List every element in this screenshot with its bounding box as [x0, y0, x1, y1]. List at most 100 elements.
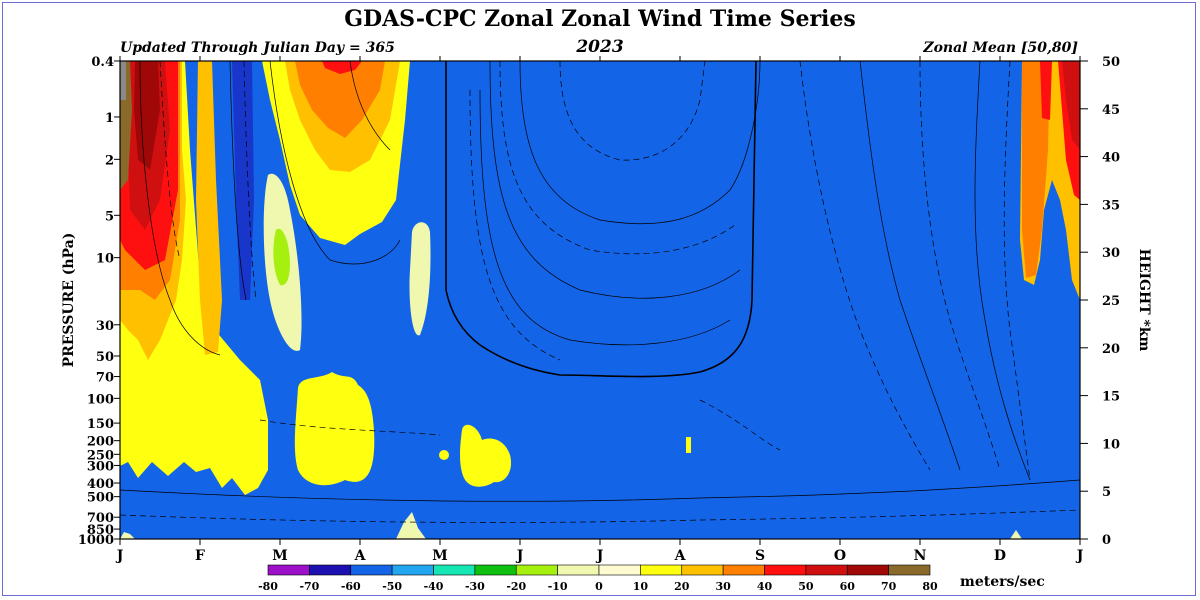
updated-label: Updated Through Julian Day = 365: [120, 40, 395, 56]
field-green-mar: [273, 228, 290, 286]
colorbar-swatch: [350, 564, 393, 576]
colorbar-label: 0: [595, 580, 603, 593]
pressure-tick-label: 150: [87, 417, 114, 432]
colorbar-swatch: [681, 564, 724, 576]
height-tick-label: 45: [1102, 103, 1120, 118]
pressure-tick-label: 300: [87, 459, 114, 474]
field-red-mar: [322, 61, 362, 74]
pressure-tick-label: 0.4: [91, 55, 114, 70]
colorbar: -80 -70 -60 -50 -40 -30 -20 -10 0 10 20 30 40 50 60 70 8…: [258, 564, 938, 593]
field-deeporange-mar: [295, 61, 385, 138]
pressure-tick-label: 30: [96, 319, 114, 334]
field-pale-surface-3: [1010, 530, 1022, 539]
field-red-dec-3: [1062, 61, 1080, 150]
pressure-tick-label: 1: [105, 111, 114, 126]
x-tick-label: S: [755, 548, 765, 564]
field-pale-surface-1: [396, 512, 426, 539]
height-tick-label: 15: [1102, 390, 1120, 405]
x-tick-label: J: [595, 548, 604, 564]
field-pale-surface-2: [120, 532, 135, 539]
colorbar-label: -60: [341, 580, 361, 593]
colorbar-swatch: [474, 564, 517, 576]
colorbar-label: 70: [881, 580, 897, 593]
colorbar-label: 30: [715, 580, 731, 593]
colorbar-label: 60: [840, 580, 856, 593]
height-tick-label: 40: [1102, 151, 1120, 166]
chart-title: GDAS-CPC Zonal Zonal Wind Time Series: [344, 6, 856, 32]
colorbar-label: -80: [258, 580, 278, 593]
pressure-tick-label: 70: [96, 371, 114, 386]
height-tick-label: 5: [1102, 485, 1111, 500]
height-tick-label: 25: [1102, 294, 1120, 309]
colorbar-swatch: [764, 564, 807, 576]
year-label: 2023: [576, 37, 624, 57]
x-tick-label: M: [432, 548, 448, 564]
x-tick-label: F: [195, 548, 205, 564]
height-tick-label: 50: [1102, 55, 1120, 70]
colorbar-unit: meters/sec: [960, 574, 1045, 590]
colorbar-label: 20: [674, 580, 690, 593]
colorbar-swatch: [433, 564, 476, 576]
colorbar-swatch: [640, 564, 683, 576]
colorbar-label: -70: [299, 580, 319, 593]
colorbar-label: 40: [757, 580, 773, 593]
colorbar-swatch: [805, 564, 848, 576]
colorbar-swatch: [888, 564, 931, 576]
height-tick-label: 30: [1102, 246, 1120, 261]
pressure-tick-label: 250: [87, 448, 114, 463]
x-tick-label: A: [354, 548, 367, 564]
field-yellow-jun: [460, 424, 512, 487]
colorbar-swatch: [557, 564, 600, 576]
x-tick-label: N: [914, 548, 927, 564]
pressure-tick-label: 850: [87, 523, 114, 538]
colorbar-label: -50: [382, 580, 402, 593]
pressure-tick-label: 400: [87, 477, 114, 492]
y2-axis-label: HEIGHT *km: [1136, 249, 1152, 352]
pressure-tick-label: 700: [87, 511, 114, 526]
x-tick-label: A: [674, 548, 687, 564]
x-tick-label: J: [115, 548, 124, 564]
field-yellow-dot-2: [686, 437, 691, 453]
height-tick-label: 20: [1102, 342, 1120, 357]
colorbar-label: -30: [465, 580, 485, 593]
field-darkblue-mar: [232, 61, 254, 300]
field-grey-jan: [120, 61, 126, 100]
colorbar-label: 10: [633, 580, 649, 593]
colorbar-swatch: [722, 564, 765, 576]
region-label: Zonal Mean [50,80]: [923, 40, 1078, 56]
height-tick-label: 10: [1102, 437, 1120, 452]
contour-field: [120, 61, 1080, 539]
colorbar-swatch: [309, 564, 352, 576]
pressure-tick-label: 2: [105, 153, 114, 168]
y-axis-label: PRESSURE (hPa): [61, 233, 77, 368]
colorbar-swatch: [391, 564, 434, 576]
pressure-tick-label: 10: [96, 252, 114, 267]
pressure-tick-label: 1000: [78, 533, 114, 548]
colorbar-label: -20: [506, 580, 526, 593]
contour-lines: [120, 61, 1080, 523]
colorbar-swatch: [267, 564, 310, 576]
height-tick-label: 35: [1102, 198, 1120, 213]
colorbar-label: 80: [922, 580, 938, 593]
colorbar-label: -40: [424, 580, 444, 593]
x-tick-label: J: [1075, 548, 1084, 564]
height-tick-label: 0: [1102, 533, 1111, 548]
colorbar-swatch: [598, 564, 641, 576]
pressure-tick-label: 100: [87, 392, 114, 407]
field-orange-feb: [196, 61, 222, 355]
x-tick-label: M: [272, 548, 288, 564]
x-tick-label: D: [994, 548, 1006, 564]
field-pale-may: [409, 222, 431, 336]
colorbar-swatch: [515, 564, 558, 576]
pressure-tick-label: 50: [96, 350, 114, 365]
pressure-tick-label: 500: [87, 491, 114, 506]
colorbar-swatch: [846, 564, 889, 576]
pressure-tick-label: 5: [105, 209, 114, 224]
axes: J F M A M J J A S O N D J0.4125103050701001502002503…: [78, 55, 1120, 564]
pressure-tick-label: 200: [87, 435, 114, 450]
x-tick-label: O: [834, 548, 846, 564]
colorbar-label: 50: [798, 580, 814, 593]
x-tick-label: J: [515, 548, 524, 564]
colorbar-label: -10: [548, 580, 568, 593]
